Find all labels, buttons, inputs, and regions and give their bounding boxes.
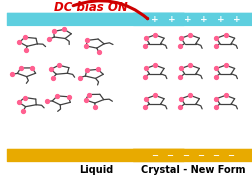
Text: Liquid: Liquid bbox=[79, 165, 113, 175]
FancyBboxPatch shape bbox=[7, 149, 185, 162]
FancyBboxPatch shape bbox=[7, 13, 185, 26]
Text: −: − bbox=[167, 151, 174, 160]
Text: −: − bbox=[197, 151, 204, 160]
Text: +: + bbox=[168, 15, 175, 24]
Text: −: − bbox=[151, 151, 159, 160]
Text: +: + bbox=[151, 15, 159, 24]
Text: DC bias ON: DC bias ON bbox=[54, 1, 128, 14]
Text: +: + bbox=[184, 15, 192, 24]
FancyBboxPatch shape bbox=[133, 149, 252, 162]
Text: +: + bbox=[217, 15, 224, 24]
Text: −: − bbox=[227, 151, 234, 160]
Text: +: + bbox=[200, 15, 208, 24]
FancyBboxPatch shape bbox=[133, 13, 252, 26]
Text: +: + bbox=[233, 15, 241, 24]
Text: −: − bbox=[212, 151, 219, 160]
Text: Crystal - New Form: Crystal - New Form bbox=[141, 165, 245, 175]
FancyArrowPatch shape bbox=[73, 1, 148, 19]
Text: −: − bbox=[182, 151, 189, 160]
